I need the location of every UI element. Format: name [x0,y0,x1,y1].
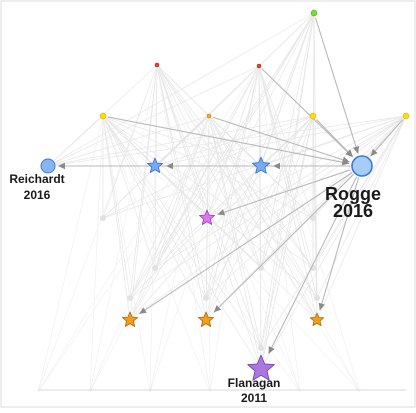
yellow-far-right-node[interactable] [403,113,409,119]
rogge-node[interactable] [352,156,372,176]
red-right-node[interactable] [257,64,261,68]
reichardt-label-line-0: Reichardt [9,172,64,186]
ghost-node-5 [127,295,133,301]
reichardt-label-line-1: 2016 [24,188,51,202]
ghost-node-6 [203,295,209,301]
reichardt-node[interactable] [41,159,55,173]
flanagan-label-line-0: Flanagan [228,376,281,390]
yellow-left-node[interactable] [100,113,106,119]
flanagan-label-line-1: 2011 [241,391,267,405]
red-left-node[interactable] [155,63,159,67]
yellow-right-node[interactable] [310,113,316,119]
ghost-node-0 [100,215,106,221]
ghost-node-7 [314,295,320,301]
orange-mid-node[interactable] [207,114,211,118]
top-green-node[interactable] [311,10,317,16]
ghost-node-8 [258,345,264,351]
ghost-node-3 [152,265,158,271]
rogge-label-line-1: 2016 [333,201,373,221]
